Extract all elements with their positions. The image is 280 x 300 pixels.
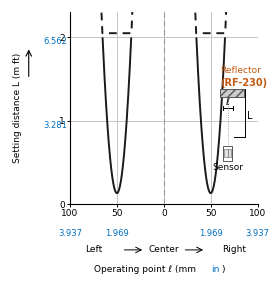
- Text: Operating point ℓ (mm: Operating point ℓ (mm: [94, 265, 199, 274]
- Text: 1.969: 1.969: [199, 229, 223, 238]
- Text: Right: Right: [222, 245, 246, 254]
- Bar: [220, 89, 244, 97]
- Text: Setting distance L (m ft): Setting distance L (m ft): [13, 53, 22, 163]
- Text: Sensor: Sensor: [212, 163, 243, 172]
- Text: 6.562: 6.562: [43, 37, 67, 46]
- Text: (RF-230): (RF-230): [220, 78, 267, 88]
- Text: 3.937: 3.937: [58, 229, 82, 238]
- Text: Left: Left: [85, 245, 102, 254]
- Text: 3.281: 3.281: [43, 121, 67, 130]
- Text: 3.937: 3.937: [246, 229, 270, 238]
- Text: ): ): [221, 265, 225, 274]
- Text: L: L: [247, 111, 253, 121]
- Text: Reflector: Reflector: [220, 66, 261, 75]
- Bar: [228, 149, 231, 157]
- Bar: [224, 149, 228, 157]
- Text: in: in: [211, 265, 220, 274]
- Text: ℓ: ℓ: [226, 97, 230, 107]
- Text: 1.969: 1.969: [105, 229, 129, 238]
- Text: Center: Center: [148, 245, 179, 254]
- Bar: [223, 146, 232, 161]
